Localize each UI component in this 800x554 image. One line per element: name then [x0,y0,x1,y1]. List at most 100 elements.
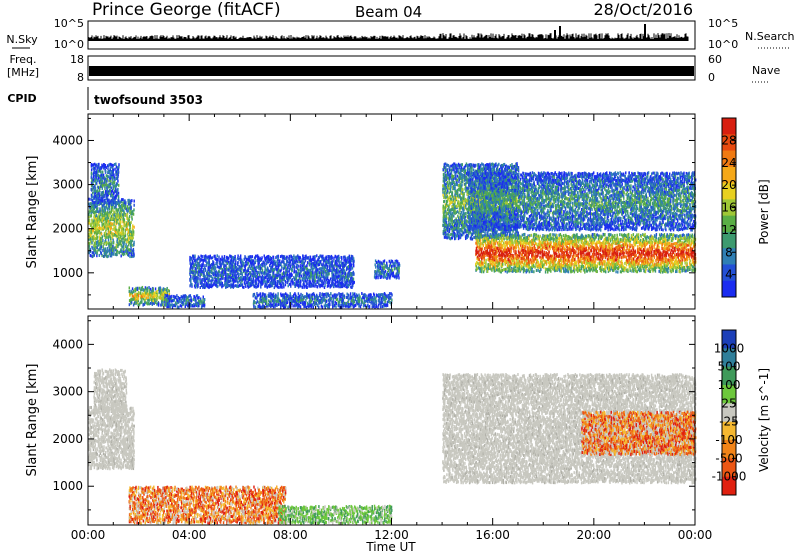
range-gate-cell [289,257,290,260]
range-gate-cell [344,256,345,259]
range-gate-cell [298,269,299,272]
range-gate-cell [260,264,261,267]
range-gate-cell [349,255,350,258]
range-gate-cell [118,184,119,187]
range-gate-cell [185,302,186,305]
range-gate-cell [118,192,119,195]
range-gate-cell [98,163,99,166]
range-gate-cell [192,260,193,263]
range-gate-cell [317,271,318,274]
range-gate-cell [446,218,447,221]
range-gate-cell [327,265,328,268]
range-gate-cell [207,277,208,280]
range-gate-cell [113,218,114,221]
range-gate-cell [100,237,101,240]
range-gate-cell [349,283,350,286]
range-gate-cell [279,259,280,262]
range-gate-cell [124,232,125,235]
range-gate-cell [232,267,233,270]
range-gate-cell [324,296,325,299]
range-gate-cell [397,263,398,266]
range-gate-cell [102,200,103,203]
range-gate-cell [276,304,277,307]
range-gate-cell [256,266,257,269]
range-gate-cell [119,240,120,243]
range-gate-cell [227,284,228,287]
range-gate-cell [255,306,256,309]
beam-label: Beam 04 [355,3,422,21]
range-gate-cell [88,198,89,201]
range-gate-cell [231,276,232,279]
range-gate-cell [177,305,178,308]
range-gate-cell [120,209,121,212]
range-gate-cell [335,305,336,308]
range-gate-cell [326,295,327,298]
date-label: 28/Oct/2016 [593,0,693,19]
range-gate-cell [310,256,311,259]
range-gate-cell [112,245,113,248]
range-gate-cell [96,166,97,169]
nsky-strip-frame [88,21,695,49]
range-gate-cell [444,215,445,218]
range-gate-cell [298,256,299,259]
range-gate-cell [352,267,353,270]
range-gate-cell [195,262,196,265]
range-gate-cell [108,192,109,195]
range-gate-cell [112,164,113,167]
range-gate-cell [108,231,109,234]
range-gate-cell [224,255,225,258]
range-gate-cell [361,299,362,302]
range-gate-cell [314,258,315,261]
range-gate-cell [361,292,362,295]
range-gate-cell [333,273,334,276]
range-gate-cell [117,221,118,224]
range-gate-cell [97,231,98,234]
range-gate-cell [326,300,327,303]
range-gate-cell [383,266,384,269]
range-gate-cell [162,303,163,306]
range-gate-cell [99,254,100,257]
range-gate-cell [312,271,313,274]
range-gate-cell [156,294,157,297]
range-gate-cell [270,305,271,308]
range-gate-cell [148,286,149,289]
range-gate-cell [278,286,279,289]
range-gate-cell [116,246,117,249]
range-gate-cell [381,297,382,300]
range-gate-cell [102,184,103,187]
range-gate-cell [91,195,92,198]
range-gate-cell [237,254,238,257]
range-gate-cell [291,258,292,261]
range-gate-cell [121,250,122,253]
range-gate-cell [220,261,221,264]
range-gate-cell [91,172,92,175]
range-gate-cell [134,297,135,300]
range-gate-cell [97,210,98,213]
range-gate-cell [171,295,172,298]
range-gate-cell [235,258,236,261]
range-gate-cell [354,281,355,284]
range-gate-cell [129,255,130,258]
range-gate-cell [387,276,388,279]
range-gate-cell [190,296,191,299]
range-gate-cell [299,269,300,272]
range-gate-cell [385,270,386,273]
range-gate-cell [445,235,446,238]
range-gate-cell [297,274,298,277]
range-gate-cell [280,274,281,277]
range-gate-cell [351,263,352,266]
range-gate-cell [287,306,288,309]
range-gate-cell [255,255,256,258]
range-gate-cell [108,213,109,216]
range-gate-cell [313,258,314,261]
range-gate-cell [119,228,120,231]
range-gate-cell [123,228,124,231]
range-gate-cell [129,286,130,289]
range-gate-cell [209,278,210,281]
range-gate-cell [99,232,100,235]
range-gate-cell [248,286,249,289]
range-gate-cell [376,305,377,308]
range-gate-cell [375,266,376,269]
range-gate-cell [280,255,281,258]
range-gate-cell [181,299,182,302]
